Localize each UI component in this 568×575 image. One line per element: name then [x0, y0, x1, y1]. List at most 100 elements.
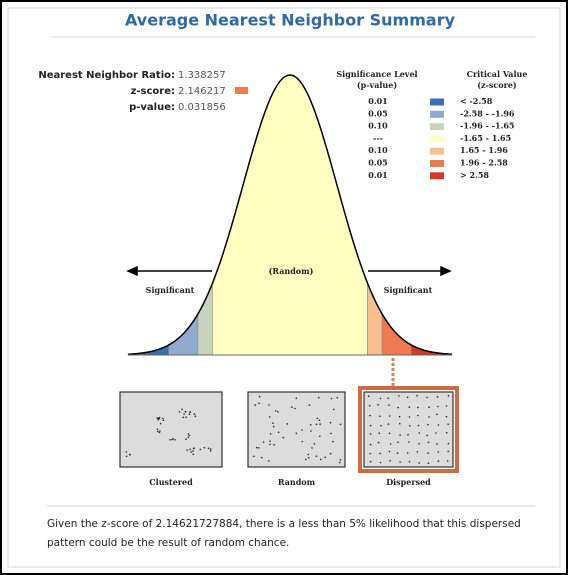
point: [437, 405, 439, 408]
point: [368, 404, 371, 407]
point: [437, 460, 440, 462]
point: [319, 458, 322, 461]
footer-text: Given the z-score of 2.14621727884, ther…: [47, 518, 521, 530]
point: [389, 443, 392, 445]
point: [268, 404, 270, 406]
point: [447, 450, 450, 453]
point: [377, 404, 379, 406]
point: [273, 444, 275, 446]
point: [418, 432, 421, 434]
point: [254, 404, 257, 406]
point: [169, 439, 171, 441]
point: [397, 406, 399, 409]
point: [428, 416, 430, 418]
point: [311, 447, 313, 449]
point: [399, 434, 401, 436]
point: [316, 417, 319, 420]
stat-label: z-score:: [131, 86, 175, 97]
legend-z: > 2.58: [460, 170, 489, 180]
point: [315, 455, 318, 458]
point: [203, 446, 206, 449]
stat-label: p-value:: [129, 102, 175, 113]
point: [277, 411, 279, 413]
point: [125, 455, 128, 458]
point: [255, 446, 258, 449]
point: [189, 448, 191, 451]
panel-highlight: [358, 386, 459, 473]
point: [291, 406, 293, 408]
point: [207, 447, 210, 450]
point: [286, 423, 289, 425]
point: [156, 430, 159, 433]
point: [389, 460, 392, 462]
point: [268, 416, 271, 418]
arrow-head: [440, 265, 452, 277]
point: [189, 411, 191, 413]
curve-outline: [127, 74, 453, 356]
point: [269, 443, 271, 446]
title: Average Nearest Neighbor Summary: [125, 11, 456, 30]
point: [446, 460, 449, 462]
point: [436, 413, 438, 416]
point: [377, 441, 380, 444]
point: [156, 417, 158, 420]
point: [188, 413, 191, 416]
point: [313, 443, 316, 445]
point: [397, 441, 399, 444]
point: [445, 415, 448, 418]
point: [301, 429, 303, 431]
arrow-head: [126, 265, 138, 277]
legend-swatch: [430, 160, 444, 167]
point: [417, 414, 419, 417]
point: [192, 453, 194, 456]
point: [318, 419, 321, 422]
legend-z: -2.58 - -1.96: [460, 108, 515, 118]
point: [369, 433, 372, 435]
point: [182, 416, 184, 419]
point: [369, 460, 372, 463]
point: [336, 396, 339, 399]
point: [174, 439, 176, 441]
point: [369, 414, 371, 417]
legend-header: (p-value): [357, 80, 397, 90]
panel: [247, 391, 346, 468]
point: [295, 432, 298, 435]
point: [159, 422, 162, 425]
point: [294, 407, 296, 410]
panel: [119, 391, 223, 468]
point: [369, 424, 372, 427]
legend-header: (z-score): [477, 80, 517, 90]
point: [185, 416, 187, 419]
point: [388, 432, 391, 435]
point: [158, 431, 161, 434]
point: [445, 405, 448, 407]
point: [379, 452, 382, 455]
point: [185, 438, 187, 441]
point: [187, 433, 190, 435]
stat-value: 1.338257: [178, 70, 226, 81]
point: [416, 394, 418, 397]
stat-value: 0.031856: [178, 102, 226, 113]
point: [272, 422, 274, 424]
pattern-label: Clustered: [149, 477, 193, 487]
point: [426, 434, 429, 437]
point: [388, 415, 391, 417]
legend-p: 0.05: [368, 158, 387, 168]
stat-value: 2.146217: [178, 86, 226, 97]
bell-curve: [127, 74, 453, 356]
point: [447, 442, 450, 445]
point: [408, 461, 411, 463]
point: [447, 423, 449, 426]
point: [379, 415, 381, 418]
curve-label: Significant: [146, 285, 195, 295]
point: [194, 415, 197, 418]
point: [408, 425, 411, 427]
point: [367, 395, 370, 398]
point: [272, 425, 275, 428]
point: [282, 436, 285, 439]
point: [186, 449, 188, 451]
point: [267, 460, 270, 462]
point: [379, 461, 382, 464]
z-swatch: [235, 87, 248, 94]
point: [378, 432, 381, 435]
